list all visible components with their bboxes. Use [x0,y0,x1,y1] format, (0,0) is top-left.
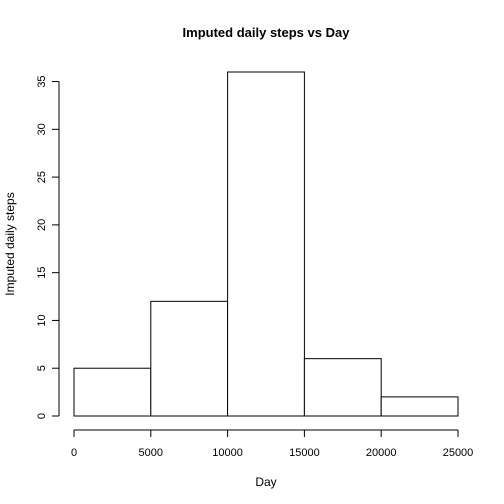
y-tick-label-7: 35 [36,75,48,87]
y-tick-label-5: 25 [36,171,48,183]
histogram-bar-4 [380,396,459,417]
x-tick-label-4: 20000 [366,447,397,459]
histogram-bar-3 [303,358,382,417]
histogram-bar-2 [227,71,305,417]
x-tick-label-1: 5000 [139,447,163,459]
y-tick-label-4: 20 [36,219,48,231]
histogram-bar-1 [150,300,229,417]
x-axis: 0 5000 10000 15000 20000 25000 [71,429,474,459]
x-axis-title: Day [255,475,276,489]
y-axis: 0 5 10 15 20 25 30 35 [36,75,60,419]
x-tick-label-5: 25000 [443,447,474,459]
y-tick-label-3: 15 [36,267,48,279]
y-tick-label-0: 0 [36,413,48,419]
x-tick-label-2: 10000 [212,447,243,459]
y-tick-label-6: 30 [36,123,48,135]
y-tick-label-1: 5 [36,365,48,371]
histogram-bar-0 [73,367,152,417]
x-tick-label-0: 0 [71,447,77,459]
y-axis-title: Imputed daily steps [3,192,17,295]
y-tick-label-2: 10 [36,314,48,326]
x-tick-label-3: 15000 [289,447,320,459]
chart-title: Imputed daily steps vs Day [183,25,351,40]
bars-group [73,71,459,417]
